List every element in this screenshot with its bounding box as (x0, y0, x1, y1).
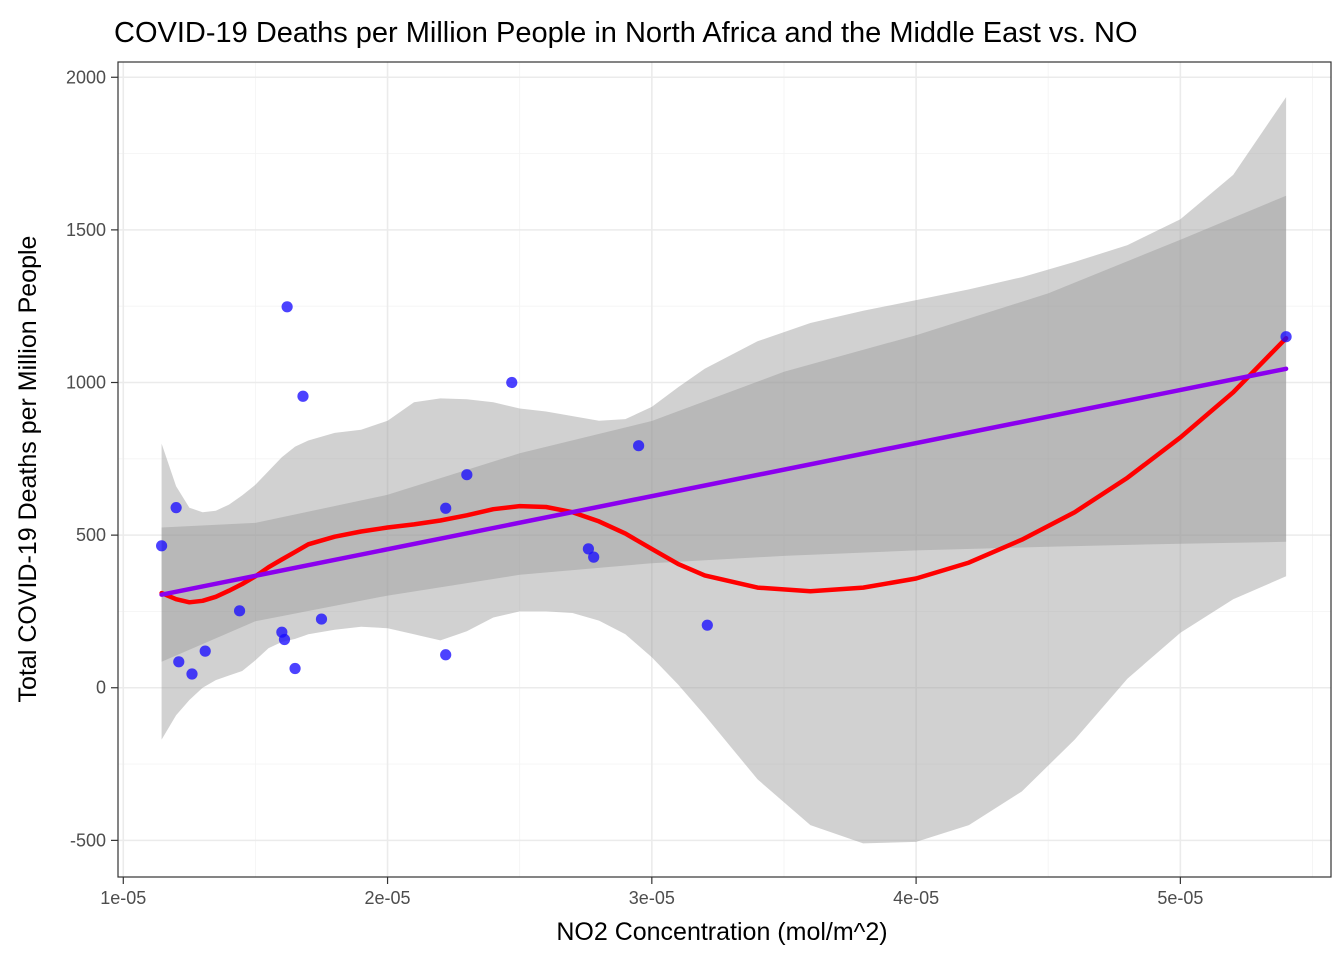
data-point (701, 619, 713, 631)
data-point (461, 469, 473, 481)
gridlines (118, 62, 1331, 877)
data-point (440, 649, 452, 661)
data-point (297, 390, 309, 402)
x-axis-label: NO2 Concentration (mol/m^2) (556, 918, 887, 946)
data-point (506, 376, 518, 389)
data-point (315, 613, 328, 625)
x-axis: 1e-05 2e-05 3e-05 4e-05 5e-05 (100, 877, 1203, 908)
data-point (156, 540, 168, 552)
y-tick-label: 0 (96, 678, 106, 698)
x-tick-label: 5e-05 (1157, 888, 1203, 908)
x-tick-label: 2e-05 (365, 888, 411, 908)
fit-lines (159, 335, 1289, 605)
y-tick-label: 500 (76, 525, 106, 545)
x-tick-label: 1e-05 (100, 888, 146, 908)
data-point (233, 605, 246, 617)
data-point (199, 645, 211, 657)
data-point (588, 551, 600, 563)
panel-background (118, 62, 1331, 877)
y-tick-label: -500 (70, 830, 106, 850)
y-axis-label: Total COVID-19 Deaths per Million People (14, 236, 42, 703)
chart-title: COVID-19 Deaths per Million People in No… (114, 17, 1138, 49)
panel-border (117, 61, 1332, 878)
data-point (170, 502, 182, 514)
data-point (278, 633, 291, 646)
linear-fit-line (159, 366, 1289, 597)
data-point (281, 301, 293, 313)
data-point (582, 543, 595, 555)
y-tick-label: 1500 (66, 220, 106, 240)
data-point (289, 662, 301, 675)
data-point (633, 440, 645, 452)
y-axis: -500 0 500 1000 1500 2000 (66, 67, 118, 850)
loess-fit-line (159, 335, 1289, 605)
y-tick-label: 2000 (66, 67, 106, 87)
data-point (440, 502, 452, 514)
data-points (156, 301, 1292, 680)
x-tick-label: 3e-05 (629, 888, 675, 908)
data-point (173, 656, 185, 668)
data-point (1280, 331, 1292, 343)
data-point (186, 668, 198, 680)
y-tick-label: 1000 (66, 373, 106, 393)
loess-confidence-ribbon (161, 97, 1287, 844)
x-tick-label: 4e-05 (893, 888, 939, 908)
